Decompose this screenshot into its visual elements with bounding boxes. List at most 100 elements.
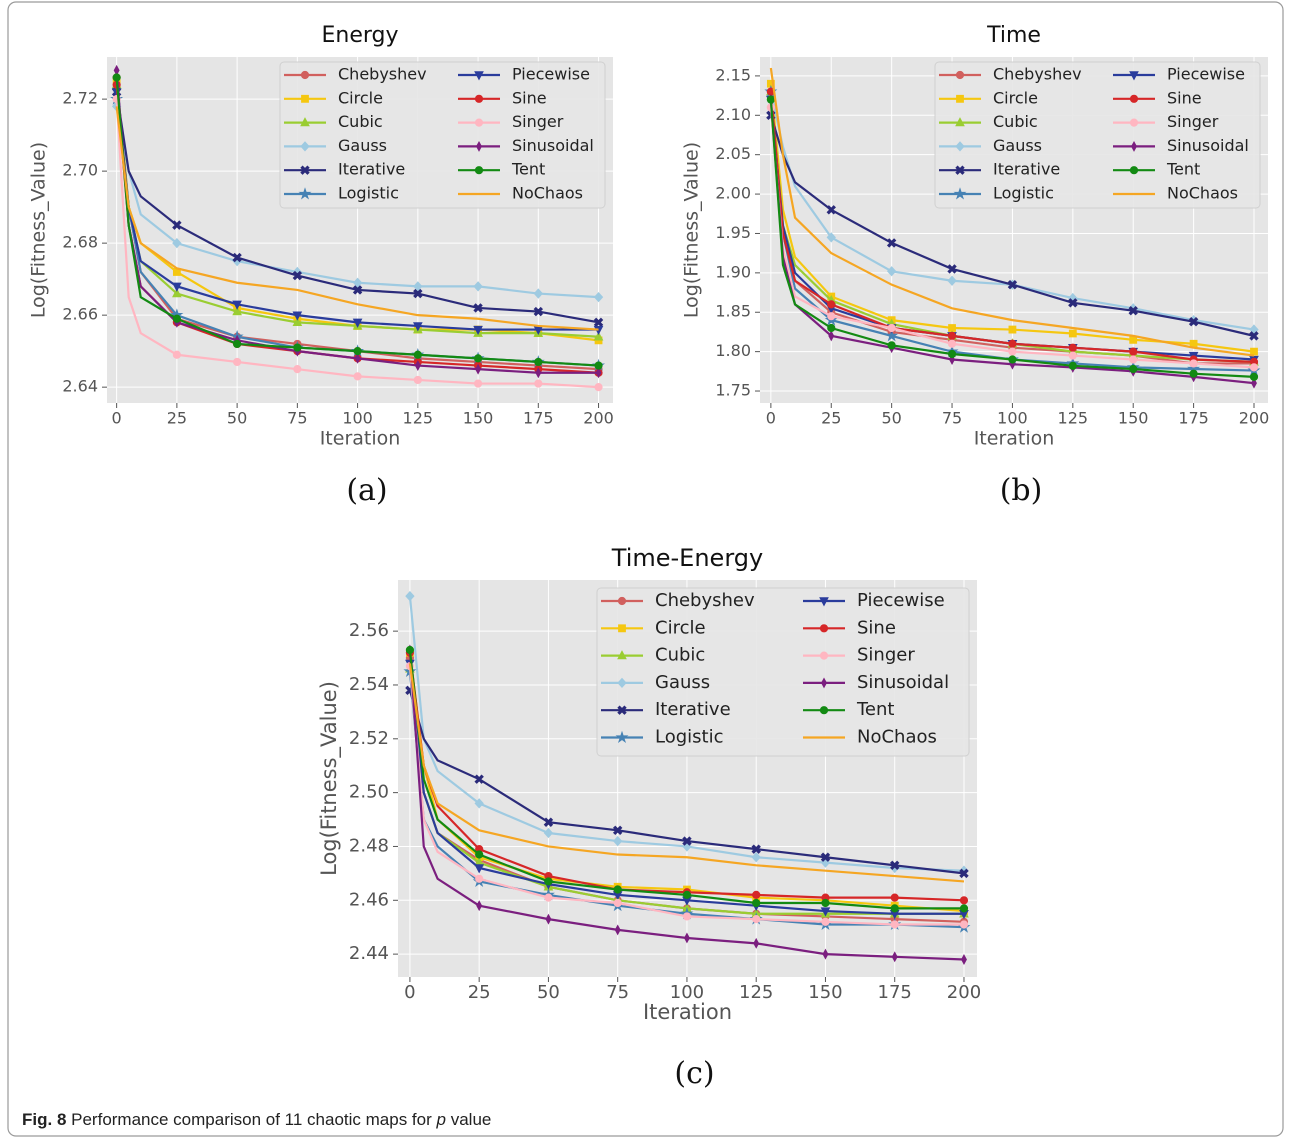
legend-label: NoChaos xyxy=(1167,184,1238,203)
series-line xyxy=(769,67,1255,357)
marker xyxy=(683,932,690,944)
marker xyxy=(953,187,967,200)
x-tick-label: 75 xyxy=(942,409,962,428)
marker xyxy=(820,907,831,917)
marker xyxy=(232,306,242,316)
marker xyxy=(752,898,761,908)
marker xyxy=(828,330,835,342)
legend-label: Chebyshev xyxy=(655,590,755,611)
marker xyxy=(300,117,310,127)
x-tick-label: 25 xyxy=(167,409,187,428)
marker xyxy=(293,365,302,374)
y-tick-label: 1.90 xyxy=(715,262,751,281)
legend-label: NoChaos xyxy=(857,727,937,748)
marker xyxy=(956,94,964,103)
y-tick-label: 1.95 xyxy=(715,223,751,242)
y-axis-label: Log(Fitness_Value) xyxy=(317,681,342,876)
marker xyxy=(617,650,627,660)
x-tick-label: 0 xyxy=(112,409,122,428)
marker xyxy=(473,303,483,313)
marker xyxy=(617,596,627,606)
legend-label: Circle xyxy=(338,88,383,107)
marker xyxy=(292,270,303,281)
marker xyxy=(594,383,603,392)
y-axis-label: Log(Fitness_Value) xyxy=(681,142,703,318)
x-tick-label: 100 xyxy=(670,982,704,1003)
legend-label: Cubic xyxy=(993,112,1038,131)
marker xyxy=(543,817,554,827)
x-tick-label: 200 xyxy=(947,982,981,1003)
marker xyxy=(473,281,483,292)
series-group xyxy=(764,67,1261,389)
marker xyxy=(947,275,957,286)
marker xyxy=(955,141,965,152)
x-tick-label: 150 xyxy=(463,409,494,428)
marker xyxy=(1068,298,1078,308)
marker xyxy=(615,730,629,744)
legend-label: Sinusoidal xyxy=(512,136,594,155)
marker xyxy=(959,904,969,913)
x-tick-label: 25 xyxy=(468,982,491,1003)
marker xyxy=(301,94,309,103)
marker xyxy=(475,850,484,859)
marker xyxy=(172,288,182,298)
x-tick-label: 125 xyxy=(739,982,773,1003)
y-axis-label: Log(Fitness_Value) xyxy=(28,142,50,318)
x-tick-label: 50 xyxy=(881,409,901,428)
x-tick-label: 125 xyxy=(403,409,434,428)
x-tick-label: 175 xyxy=(1178,409,1209,428)
legend-label: Tent xyxy=(1166,160,1200,179)
x-tick-label: 200 xyxy=(583,409,614,428)
marker xyxy=(1189,359,1198,368)
chart-title: Time-Energy xyxy=(611,544,763,572)
x-tick-label: 150 xyxy=(808,982,842,1003)
marker xyxy=(413,281,423,292)
marker xyxy=(819,624,829,633)
marker xyxy=(172,220,182,230)
marker xyxy=(292,311,303,321)
legend-label: Logistic xyxy=(655,727,723,748)
marker xyxy=(473,379,483,388)
y-tick-label: 2.00 xyxy=(715,184,751,203)
y-tick-label: 2.64 xyxy=(62,377,98,396)
marker xyxy=(819,706,829,715)
caption-text: Performance comparison of 11 chaotic map… xyxy=(71,1110,432,1129)
y-tick-label: 2.54 xyxy=(349,674,389,695)
marker xyxy=(947,331,957,340)
marker xyxy=(474,798,484,809)
x-tick-label: 200 xyxy=(1239,409,1270,428)
panel-label: (c) xyxy=(674,1056,714,1091)
x-axis-label: Iteration xyxy=(974,428,1055,450)
series-group xyxy=(403,591,971,965)
marker xyxy=(352,285,363,295)
marker xyxy=(947,339,957,348)
y-tick-label: 2.72 xyxy=(62,89,98,108)
legend-label: Tent xyxy=(856,699,894,720)
marker xyxy=(1189,369,1198,378)
marker xyxy=(413,322,423,332)
marker xyxy=(885,329,899,342)
marker xyxy=(172,314,181,323)
legend-box xyxy=(596,587,970,757)
marker xyxy=(232,252,242,263)
marker xyxy=(232,300,242,310)
marker xyxy=(172,237,182,249)
marker xyxy=(751,844,761,854)
x-tick-label: 0 xyxy=(404,982,415,1003)
marker xyxy=(766,95,775,104)
marker xyxy=(300,141,310,152)
x-tick-label: 150 xyxy=(1118,409,1149,428)
marker xyxy=(476,140,482,152)
marker xyxy=(474,71,484,81)
marker xyxy=(1008,339,1017,348)
x-tick-label: 75 xyxy=(606,982,629,1003)
marker xyxy=(474,118,484,127)
x-tick-label: 175 xyxy=(878,982,912,1003)
legend-label: Sine xyxy=(857,617,896,638)
chart-title: Energy xyxy=(321,23,398,48)
marker xyxy=(233,357,242,367)
y-tick-label: 2.70 xyxy=(62,161,98,180)
marker xyxy=(752,890,761,900)
